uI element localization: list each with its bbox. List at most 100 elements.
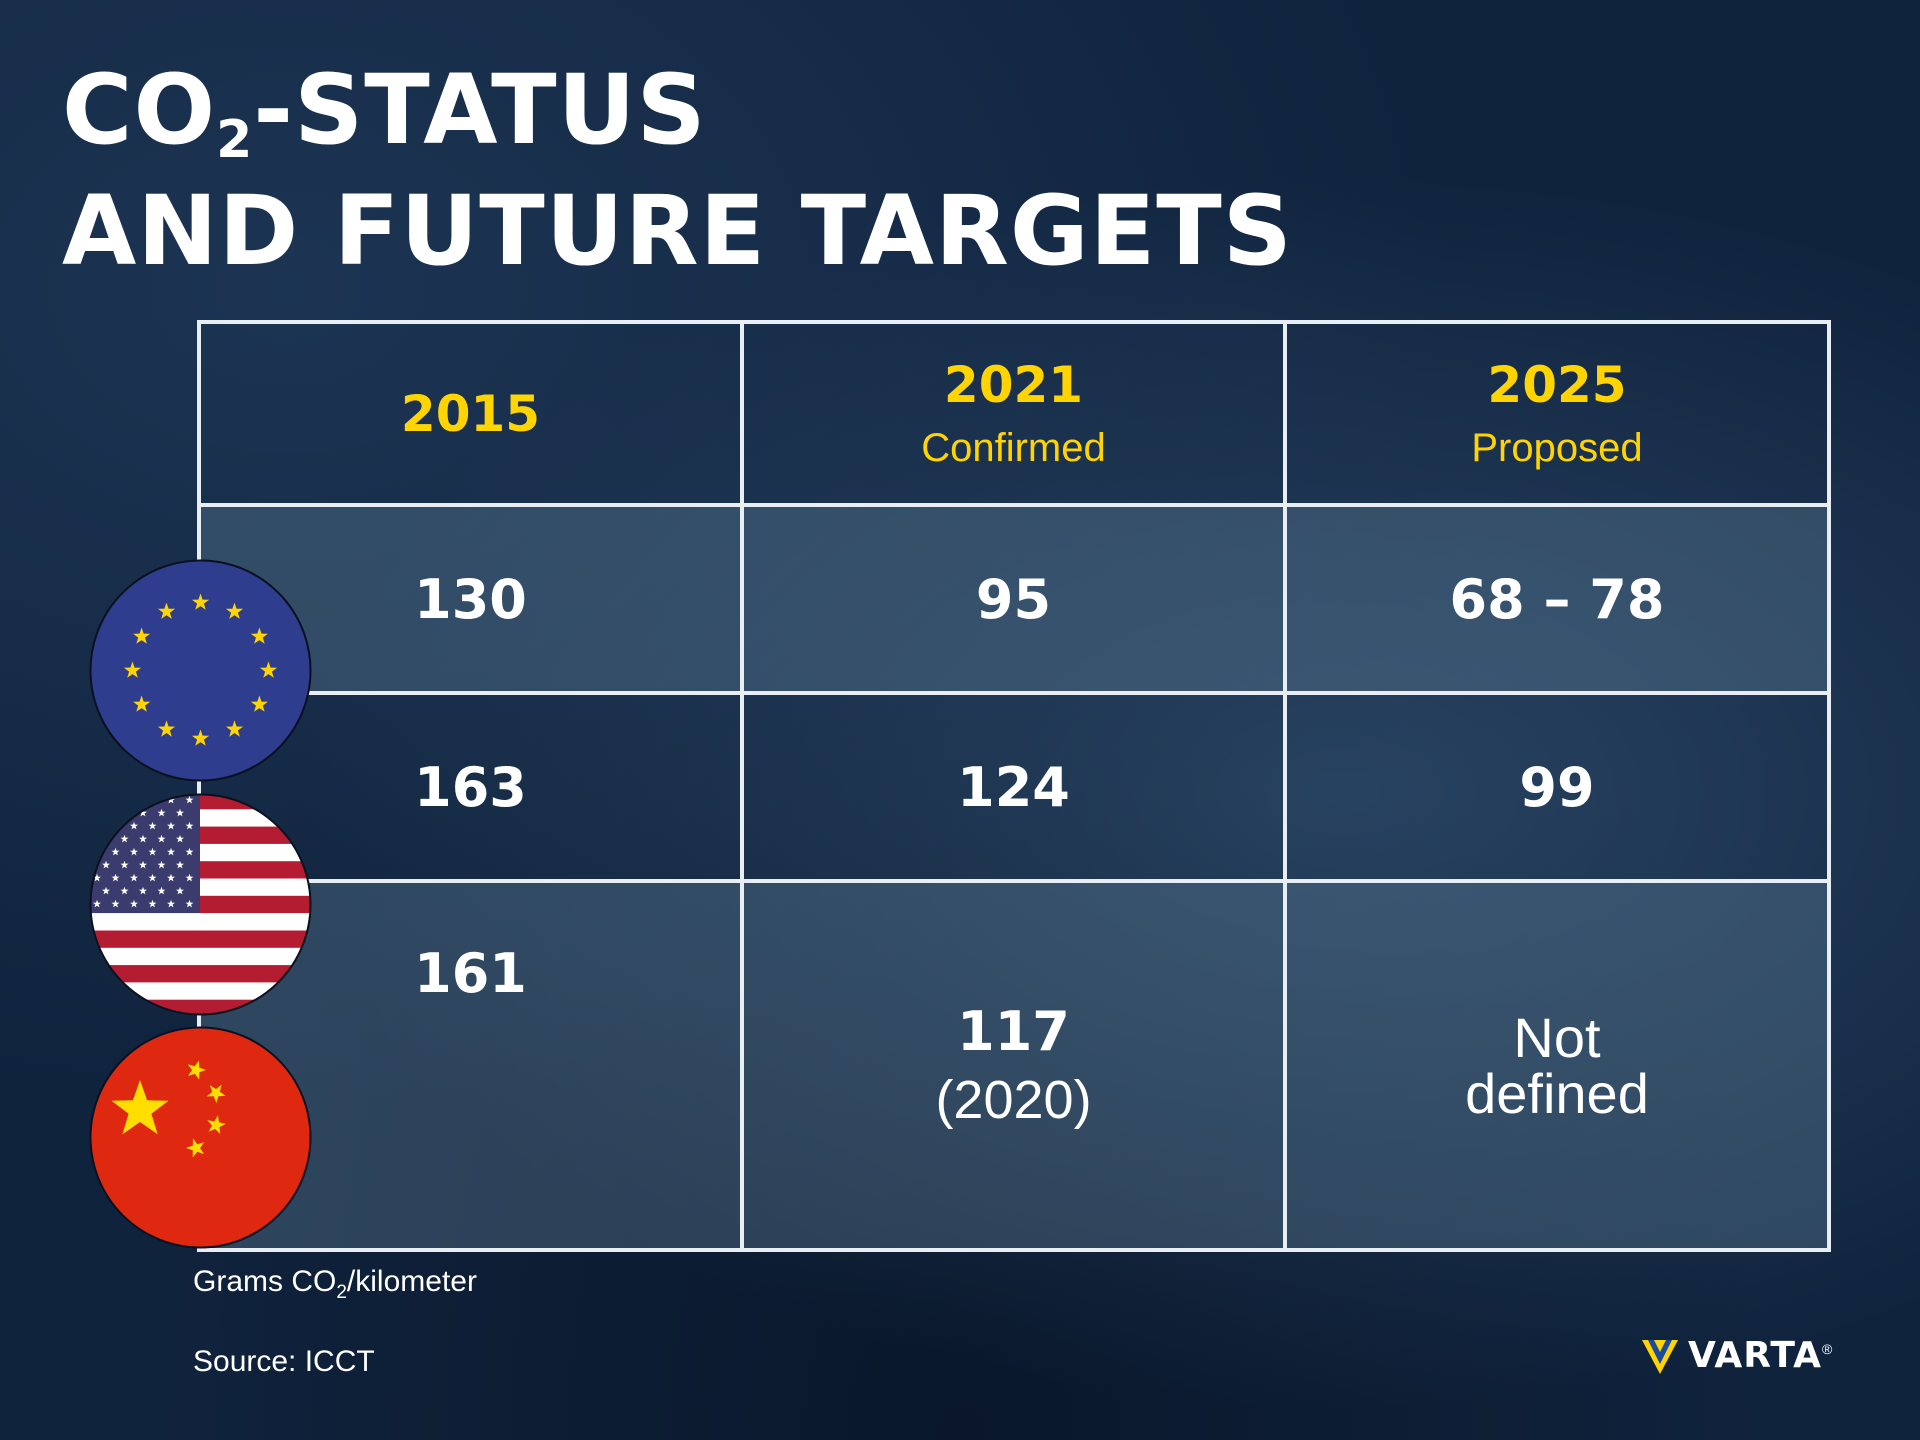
column-year: 2015 bbox=[400, 384, 541, 443]
cell-value: 163 bbox=[414, 755, 527, 819]
star-icon bbox=[111, 847, 120, 856]
star-icon bbox=[148, 899, 157, 908]
china-flag-icon bbox=[89, 1026, 312, 1249]
varta-logo-icon bbox=[1642, 1339, 1678, 1374]
cell-value: 130 bbox=[414, 567, 527, 631]
star-icon bbox=[102, 808, 110, 817]
star-icon bbox=[191, 593, 210, 610]
star-icon bbox=[250, 695, 268, 712]
column-year: 2021 bbox=[943, 356, 1084, 414]
source-label: Source: ICCT bbox=[193, 1345, 375, 1378]
star-icon bbox=[139, 834, 147, 843]
star-icon bbox=[120, 834, 129, 843]
star-icon bbox=[102, 834, 110, 843]
grid-line bbox=[197, 1248, 1831, 1252]
star-icon bbox=[157, 886, 166, 895]
star-icon bbox=[133, 627, 151, 644]
header-2021: 2021 Confirmed bbox=[744, 324, 1283, 503]
star-icon bbox=[187, 1060, 206, 1080]
star-icon bbox=[167, 795, 175, 804]
grid-line bbox=[1283, 320, 1287, 1252]
star-icon bbox=[139, 808, 147, 817]
star-icon bbox=[186, 1138, 205, 1158]
cell-text-line: Not bbox=[1513, 1005, 1601, 1069]
grid-line bbox=[197, 691, 1831, 695]
cell-value: 95 bbox=[975, 567, 1052, 631]
star-icon bbox=[259, 661, 278, 678]
star-icon bbox=[157, 602, 176, 619]
star-icon bbox=[93, 847, 101, 856]
title-line-2: AND FUTURE TARGETS bbox=[62, 175, 1293, 287]
cell-china-2021: 117 (2020) bbox=[744, 883, 1283, 1248]
cell-eu-2021: 95 bbox=[744, 507, 1283, 691]
star-icon bbox=[225, 720, 244, 737]
stripe bbox=[90, 965, 311, 983]
cell-eu-2025: 68 – 78 bbox=[1287, 507, 1827, 691]
cell-us-2025: 99 bbox=[1287, 695, 1827, 879]
grid-line bbox=[740, 320, 744, 1252]
star-icon bbox=[185, 873, 194, 882]
eu-flag-icon bbox=[89, 559, 312, 782]
star-icon bbox=[157, 834, 166, 843]
cell-us-2021: 124 bbox=[744, 695, 1283, 879]
star-icon bbox=[93, 899, 101, 908]
star-icon bbox=[225, 602, 244, 619]
star-icon bbox=[167, 899, 175, 908]
unit-label: Grams CO2/kilometer bbox=[193, 1265, 477, 1303]
star-icon bbox=[176, 808, 184, 817]
star-icon bbox=[93, 821, 101, 830]
star-icon bbox=[120, 808, 129, 817]
header-2015: 2015 bbox=[201, 324, 740, 503]
star-icon bbox=[111, 873, 120, 882]
page-title: CO2-STATUS AND FUTURE TARGETS bbox=[62, 58, 1293, 284]
row-band-china bbox=[197, 881, 1831, 1252]
grid-line bbox=[197, 320, 201, 1252]
star-icon bbox=[111, 795, 120, 804]
star-icon bbox=[120, 886, 129, 895]
star-icon bbox=[157, 860, 166, 869]
star-icon bbox=[176, 886, 184, 895]
star-icon bbox=[130, 873, 138, 882]
star-icon bbox=[93, 795, 101, 804]
star-icon bbox=[191, 729, 210, 746]
star-icon bbox=[207, 1115, 226, 1135]
star-icon bbox=[102, 860, 110, 869]
star-icon bbox=[130, 795, 138, 804]
star-icon bbox=[111, 1080, 169, 1135]
targets-table: 2015 2021 Confirmed 2025 Proposed 130 95… bbox=[197, 320, 1831, 1252]
star-icon bbox=[133, 695, 151, 712]
star-icon bbox=[102, 886, 110, 895]
varta-logo-text: VARTA bbox=[1688, 1335, 1823, 1376]
star-icon bbox=[176, 834, 184, 843]
star-icon bbox=[206, 1084, 226, 1103]
varta-logo: VARTA ® bbox=[1640, 1335, 1832, 1376]
cell-china-2025: Not defined bbox=[1287, 883, 1827, 1248]
grid-line bbox=[197, 879, 1831, 883]
header-2025: 2025 Proposed bbox=[1287, 324, 1827, 503]
cell-value: 124 bbox=[957, 755, 1070, 819]
star-icon bbox=[176, 860, 184, 869]
star-icon bbox=[167, 821, 175, 830]
star-icon bbox=[93, 873, 101, 882]
star-icon bbox=[185, 899, 194, 908]
grid-line bbox=[197, 320, 1831, 324]
cell-value: 68 – 78 bbox=[1449, 567, 1665, 631]
grid-line bbox=[197, 503, 1831, 507]
cell-value: 161 bbox=[414, 941, 527, 1005]
column-year: 2025 bbox=[1487, 356, 1627, 414]
star-icon bbox=[120, 860, 129, 869]
star-icon bbox=[185, 847, 194, 856]
star-icon bbox=[148, 795, 157, 804]
column-status: Confirmed bbox=[921, 426, 1106, 470]
star-icon bbox=[139, 860, 147, 869]
star-icon bbox=[167, 873, 175, 882]
registered-mark: ® bbox=[1822, 1341, 1833, 1357]
star-icon bbox=[185, 821, 194, 830]
star-icon bbox=[123, 661, 142, 678]
row-band-eu bbox=[197, 505, 1831, 693]
star-icon bbox=[148, 873, 157, 882]
cell-china-2015: 161 bbox=[201, 883, 740, 1063]
star-icon bbox=[130, 821, 138, 830]
star-icon bbox=[130, 847, 138, 856]
grid-line bbox=[1827, 320, 1831, 1252]
